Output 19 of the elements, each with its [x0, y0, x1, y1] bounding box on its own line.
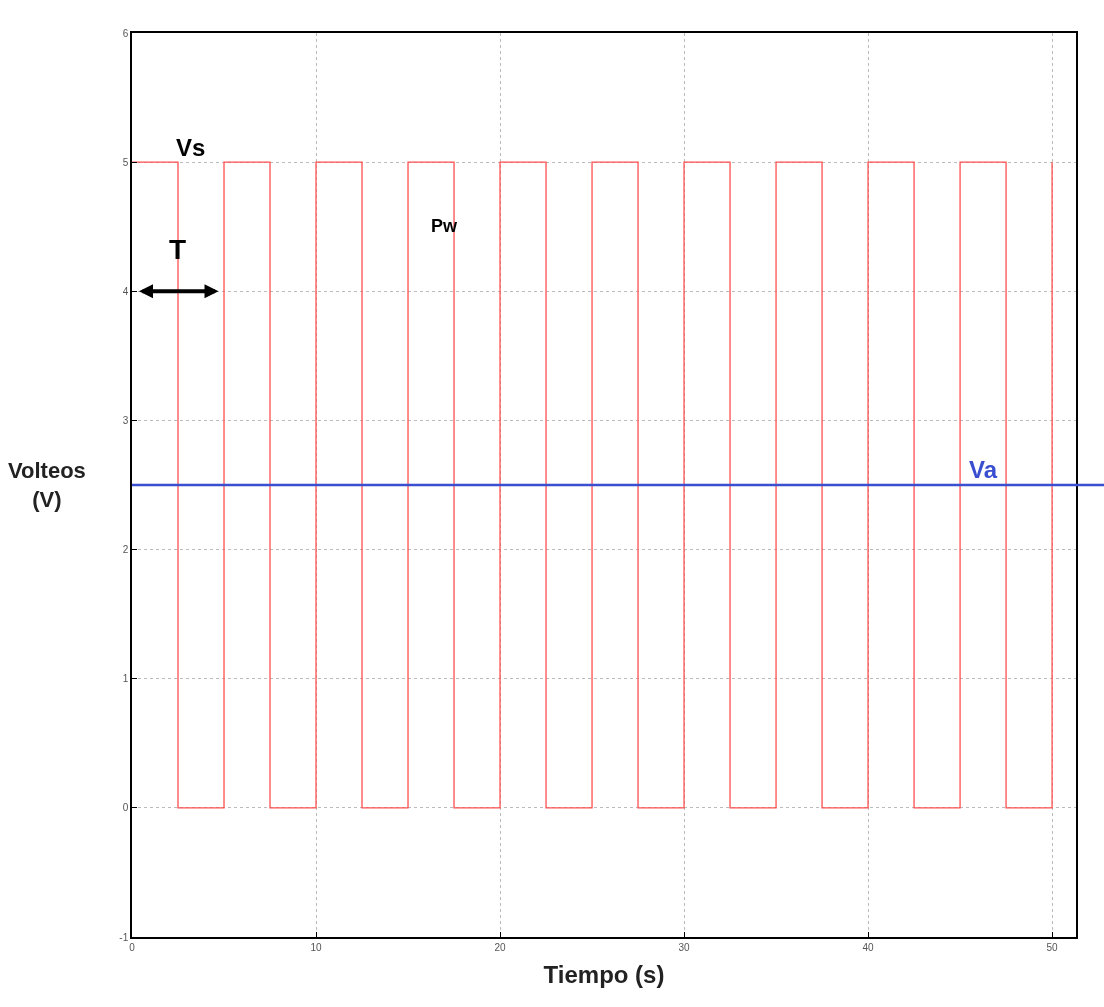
ref-line-label: Va [969, 456, 998, 483]
x-tick-label: 10 [310, 941, 323, 953]
annotation: T [169, 234, 187, 265]
y-tick-label: -1 [119, 931, 129, 943]
y-tick-label: 2 [122, 544, 129, 556]
x-axis-title: Tiempo (s) [543, 960, 665, 988]
y-tick-label: 1 [122, 673, 129, 685]
annotation: Vs [176, 134, 206, 161]
x-tick-label: 30 [678, 941, 691, 953]
x-tick-label: 50 [1046, 941, 1059, 953]
x-tick-label: 20 [494, 941, 507, 953]
y-tick-label: 6 [122, 27, 129, 39]
y-axis-title: Volteos (V) [8, 458, 86, 512]
y-tick-label: 0 [122, 802, 129, 814]
x-tick-label: 40 [862, 941, 875, 953]
annotation: Pw [431, 216, 459, 236]
y-tick-label: 5 [122, 156, 129, 168]
y-tick-label: 4 [122, 285, 129, 297]
y-tick-label: 3 [122, 414, 129, 426]
